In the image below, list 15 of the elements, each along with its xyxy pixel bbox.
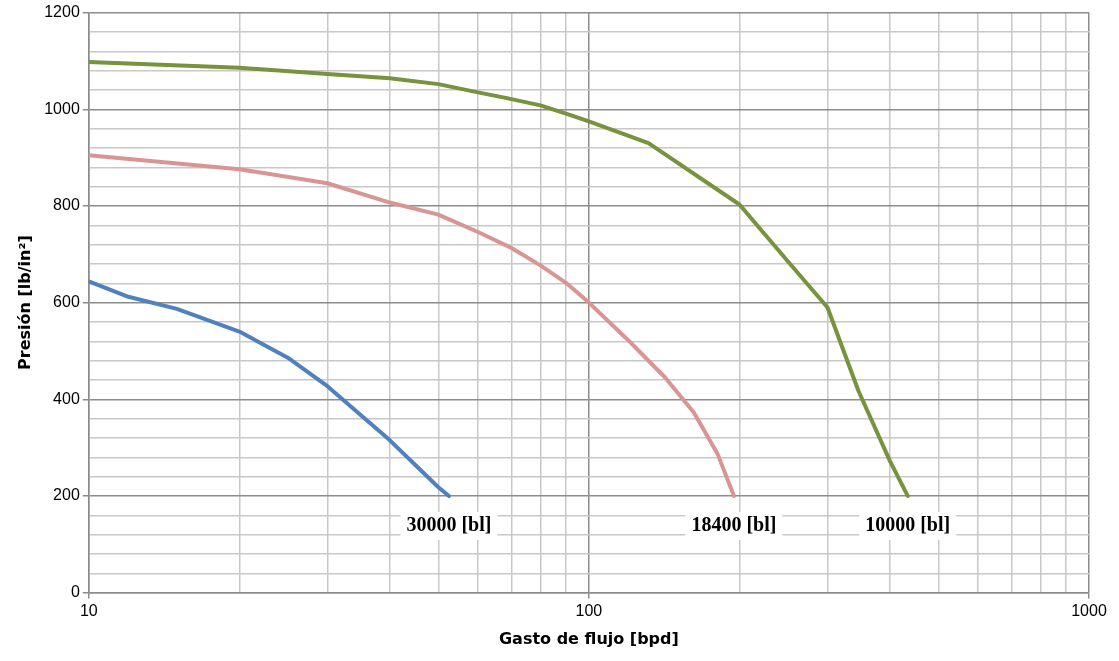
x-tick-label: 1000 — [1071, 601, 1107, 619]
annotation: 10000 [bl] — [865, 513, 951, 536]
x-tick-label: 10 — [79, 601, 98, 619]
annotation: 18400 [bl] — [691, 513, 777, 536]
y-tick-label: 200 — [53, 486, 80, 504]
y-axis-title: Presión [lb/in²] — [14, 235, 34, 370]
annotation: 30000 [bl] — [406, 513, 492, 536]
y-tick-label: 0 — [70, 583, 80, 601]
y-tick-label: 400 — [53, 389, 80, 407]
y-tick-label: 600 — [53, 293, 80, 311]
y-tick-label: 1000 — [44, 99, 80, 117]
x-tick-label: 100 — [575, 601, 603, 619]
y-tick-label: 800 — [53, 196, 80, 214]
y-tick-label: 1200 — [44, 3, 80, 21]
x-axis-title: Gasto de flujo [bpd] — [498, 628, 679, 648]
